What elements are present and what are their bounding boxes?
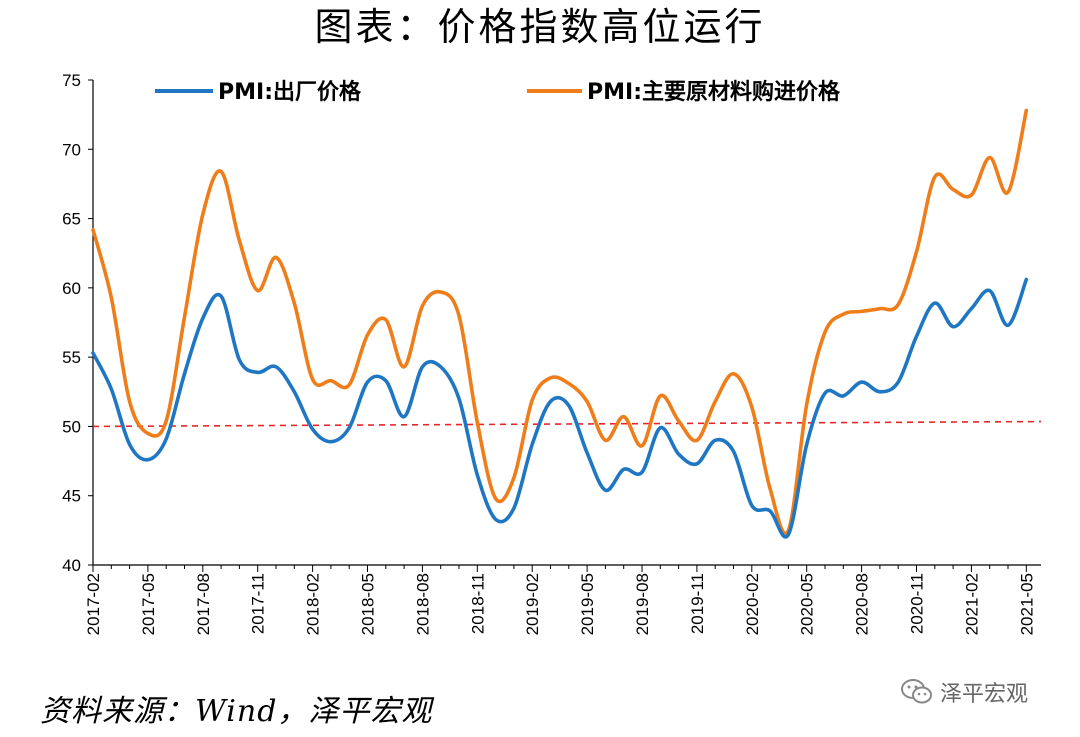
y-tick-label: 40: [62, 556, 81, 575]
y-tick-label: 65: [62, 210, 81, 229]
y-tick-label: 70: [62, 140, 81, 159]
series-line-input-price: [91, 108, 1029, 536]
y-tick-label: 60: [62, 279, 81, 298]
y-axis: 40 45 50 55 60 65 70 75: [62, 71, 94, 575]
chart-title: 图表：价格指数高位运行: [314, 5, 766, 49]
x-tick-label: 2018-08: [413, 573, 432, 635]
watermark-text: 泽平宏观: [940, 682, 1029, 707]
x-tick-label: 2021-02: [962, 573, 981, 635]
x-tick-label: 2019-05: [578, 573, 597, 635]
legend: PMI:出厂价格 PMI:主要原材料购进价格: [155, 79, 841, 105]
x-tick-label: 2019-08: [633, 573, 652, 635]
y-tick-label: 55: [62, 348, 81, 367]
x-tick-label: 2018-02: [304, 573, 323, 635]
reference-line-50: [92, 420, 1042, 428]
legend-label-output-price: PMI:出厂价格: [218, 79, 362, 105]
series-line-output-price: [91, 277, 1029, 539]
y-tick-label: 50: [62, 417, 81, 436]
series-lines: [91, 108, 1029, 539]
x-tick-label: 2017-05: [139, 573, 158, 635]
wechat-icon: [901, 679, 932, 704]
x-tick-label: 2021-05: [1017, 573, 1036, 635]
x-tick-label: 2019-11: [688, 573, 707, 634]
x-tick-label: 2017-02: [84, 573, 103, 635]
source-note: 资料来源：Wind，泽平宏观: [40, 694, 433, 729]
x-tick-label: 2020-08: [853, 573, 872, 635]
y-tick-label: 45: [62, 487, 81, 506]
watermark: 泽平宏观: [900, 676, 1028, 708]
x-axis: 2017-02 2017-05 2017-08 2017-11 2018-02 2018-…: [84, 564, 1041, 635]
reference-line-group: [92, 420, 1042, 428]
x-tick-label: 2019-02: [523, 573, 542, 635]
legend-label-input-price: PMI:主要原材料购进价格: [587, 79, 841, 105]
x-tick-label: 2020-02: [743, 573, 762, 635]
x-tick-label: 2020-11: [908, 573, 927, 634]
x-tick-label: 2018-11: [468, 573, 487, 634]
x-tick-label: 2017-08: [194, 573, 213, 635]
x-tick-label: 2018-05: [359, 573, 378, 635]
y-tick-label: 75: [62, 71, 81, 90]
x-tick-label: 2017-11: [249, 573, 268, 634]
x-tick-label: 2020-05: [798, 573, 817, 635]
